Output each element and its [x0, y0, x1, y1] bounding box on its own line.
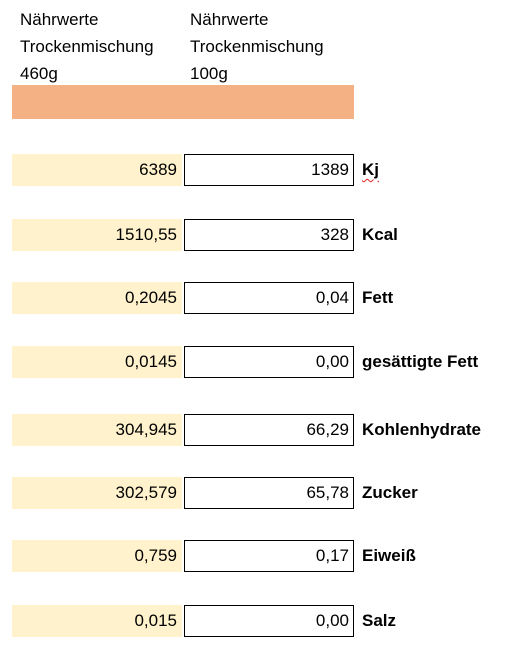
nutrient-label: Kj	[362, 160, 379, 179]
value-100g: 328	[184, 219, 354, 251]
value-460g: 6389	[12, 154, 182, 186]
header-text: Trockenmischung	[20, 37, 154, 56]
nutrient-label: Kcal	[362, 225, 398, 244]
header-text: Trockenmischung	[190, 37, 324, 56]
nutrient-label: Zucker	[362, 483, 418, 502]
value-100g: 0,04	[184, 282, 354, 314]
value-460g: 1510,55	[12, 219, 182, 251]
value-460g: 302,579	[12, 477, 182, 509]
header-col1: Nährwerte Trockenmischung 460g	[20, 6, 154, 87]
header-col2: Nährwerte Trockenmischung 100g	[190, 6, 324, 87]
nutrient-label: Salz	[362, 611, 397, 630]
value-100g: 0,00	[184, 605, 354, 637]
value-100g: 0,00	[184, 346, 354, 378]
nutrient-label: Fett	[362, 288, 394, 307]
header-text: Nährwerte	[20, 10, 99, 29]
value-460g: 0,759	[12, 540, 182, 572]
value-460g: 304,945	[12, 414, 182, 446]
value-460g: 0,015	[12, 605, 182, 637]
orange-band	[12, 85, 354, 119]
value-100g: 0,17	[184, 540, 354, 572]
value-100g: 1389	[184, 154, 354, 186]
value-460g: 0,2045	[12, 282, 182, 314]
value-100g: 66,29	[184, 414, 354, 446]
header-text: 100g	[190, 64, 228, 83]
value-460g: 0,0145	[12, 346, 182, 378]
nutrient-label: Eiweiß	[362, 546, 416, 565]
header-text: Nährwerte	[190, 10, 269, 29]
nutrient-label: gesättigte Fett	[362, 352, 479, 371]
nutrient-label: Kohlenhydrate	[362, 420, 482, 439]
header-text: 460g	[20, 64, 58, 83]
value-100g: 65,78	[184, 477, 354, 509]
